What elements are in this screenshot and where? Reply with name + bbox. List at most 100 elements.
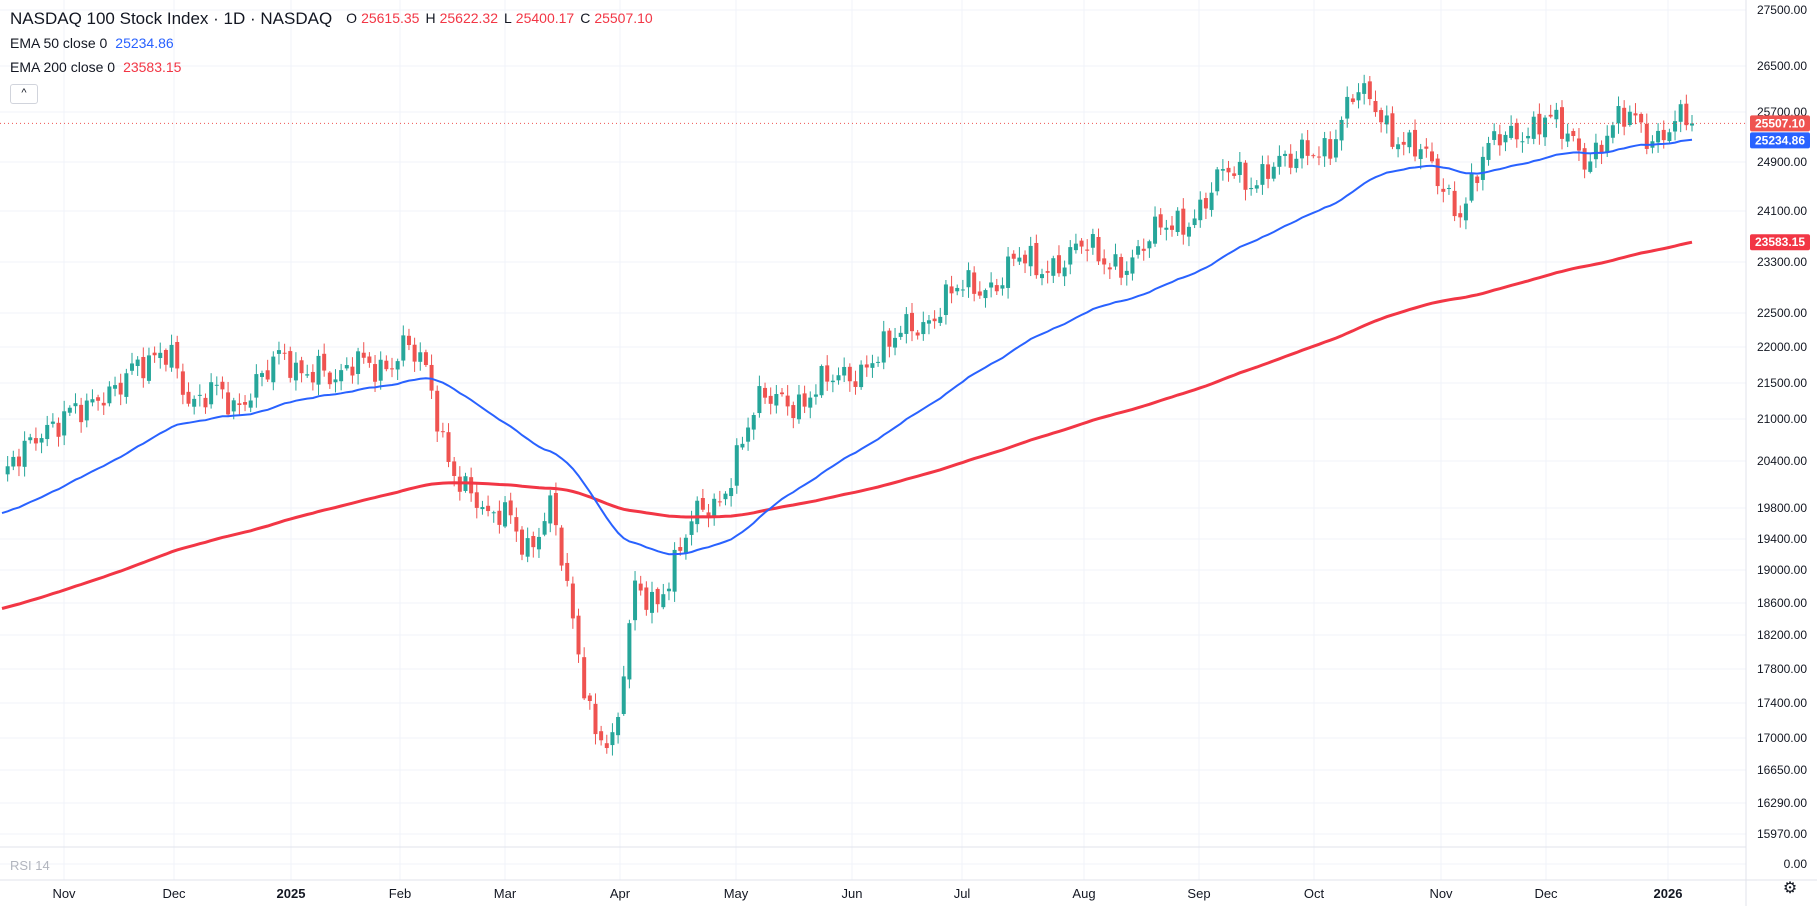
candle-body (1220, 169, 1225, 171)
candle-body (1497, 134, 1502, 146)
candle-body (1593, 142, 1598, 160)
time-tick-label: May (724, 886, 749, 901)
candle-body (113, 385, 118, 389)
candle-body (418, 352, 423, 362)
candle-body (322, 353, 327, 371)
ema200-line (1, 240, 1693, 610)
candle-body (1237, 161, 1242, 175)
candle-body (1446, 188, 1451, 190)
time-tick-label: Nov (1429, 886, 1453, 901)
candle-body (621, 676, 626, 715)
candle-body (288, 351, 293, 378)
candle-body (231, 400, 236, 412)
candle-body (1452, 190, 1457, 217)
price-badge (1750, 234, 1810, 251)
symbol-title[interactable]: NASDAQ 100 Stock Index · 1D · NASDAQ (10, 9, 333, 28)
candle-body (898, 332, 903, 337)
candle-body (1537, 113, 1542, 135)
candle-body (214, 384, 219, 386)
candle-body (864, 364, 869, 368)
chart-settings-button[interactable]: ⚙ (1781, 880, 1799, 898)
candle-body (118, 382, 123, 395)
candle-body (101, 402, 106, 406)
candle-body (808, 397, 813, 408)
candle-body (192, 398, 197, 407)
candle-body (1605, 135, 1610, 152)
price-badge (1750, 115, 1810, 132)
candle-body (1639, 113, 1644, 123)
candle-body (559, 527, 564, 566)
candle-body (661, 594, 666, 608)
candle-body (299, 360, 304, 374)
candle-body (1350, 98, 1355, 102)
candle-body (1576, 138, 1581, 151)
candle-body (700, 498, 705, 510)
price-tick-label: 19400.00 (1757, 532, 1807, 546)
ema50-legend-row[interactable]: EMA 50 close 0 25234.86 (10, 31, 653, 55)
candle-body (333, 379, 338, 383)
candle-body (1011, 253, 1016, 259)
candle-body (570, 583, 575, 619)
candle-body (1356, 92, 1361, 101)
candle-body (847, 366, 852, 382)
candle-body (746, 427, 751, 442)
candle-body (350, 366, 355, 376)
ohlc-open-label: O (346, 10, 358, 26)
candle-body (1017, 257, 1022, 262)
ema200-name: EMA 200 close 0 (10, 59, 116, 75)
candle-body (1622, 107, 1627, 127)
candle-body (135, 359, 140, 367)
candle-body (373, 364, 378, 382)
price-tick-label: 27500.00 (1757, 3, 1807, 17)
candle-body (152, 352, 157, 356)
candle-body (763, 387, 768, 398)
time-tick-label: Dec (1534, 886, 1558, 901)
candle-body (1181, 208, 1186, 235)
candle-body (926, 320, 931, 324)
price-tick-label: 24900.00 (1757, 155, 1807, 169)
candle-body (327, 372, 332, 385)
candle-body (1051, 258, 1056, 276)
rsi-pane-label[interactable]: RSI 14 (10, 858, 50, 873)
candle-body (1119, 257, 1124, 278)
candle-body (243, 402, 248, 405)
candle-body (39, 438, 44, 443)
candle-body (197, 394, 202, 396)
candle-body (1520, 141, 1525, 143)
candle-body (734, 445, 739, 486)
candle-body (254, 374, 259, 398)
candle-body (73, 403, 78, 407)
candle-body (56, 422, 61, 437)
candle-body (1034, 242, 1039, 276)
candle-body (5, 466, 10, 475)
candle-body (531, 536, 536, 548)
candle-body (1441, 188, 1446, 192)
ema200-legend-row[interactable]: EMA 200 close 0 23583.15 (10, 55, 653, 79)
collapse-legend-button[interactable]: ^ (10, 83, 38, 104)
candle-body (955, 287, 960, 292)
ohlc-close-value: 25507.10 (594, 10, 653, 26)
candle-body (1333, 139, 1338, 158)
candle-body (542, 521, 547, 535)
price-tick-label: 22500.00 (1757, 306, 1807, 320)
candle-body (1486, 142, 1491, 160)
candle-body (1339, 119, 1344, 141)
candle-body (293, 362, 298, 381)
candle-body (1401, 141, 1406, 145)
candle-body (62, 411, 67, 436)
candle-body (469, 477, 474, 494)
candle-body (1571, 131, 1576, 136)
candle-body (33, 438, 38, 444)
candle-body (16, 456, 21, 467)
price-tick-label: 21500.00 (1757, 376, 1807, 390)
candle-body (587, 695, 592, 702)
price-tick-label: 24100.00 (1757, 204, 1807, 218)
candle-body (706, 512, 711, 519)
symbol-row[interactable]: NASDAQ 100 Stock Index · 1D · NASDAQ O 25… (10, 6, 653, 31)
candle-body (819, 366, 824, 396)
price-tick-label: 17000.00 (1757, 731, 1807, 745)
candle-body (1147, 241, 1152, 249)
candle-body (1673, 121, 1678, 132)
candle-body (1407, 132, 1412, 148)
